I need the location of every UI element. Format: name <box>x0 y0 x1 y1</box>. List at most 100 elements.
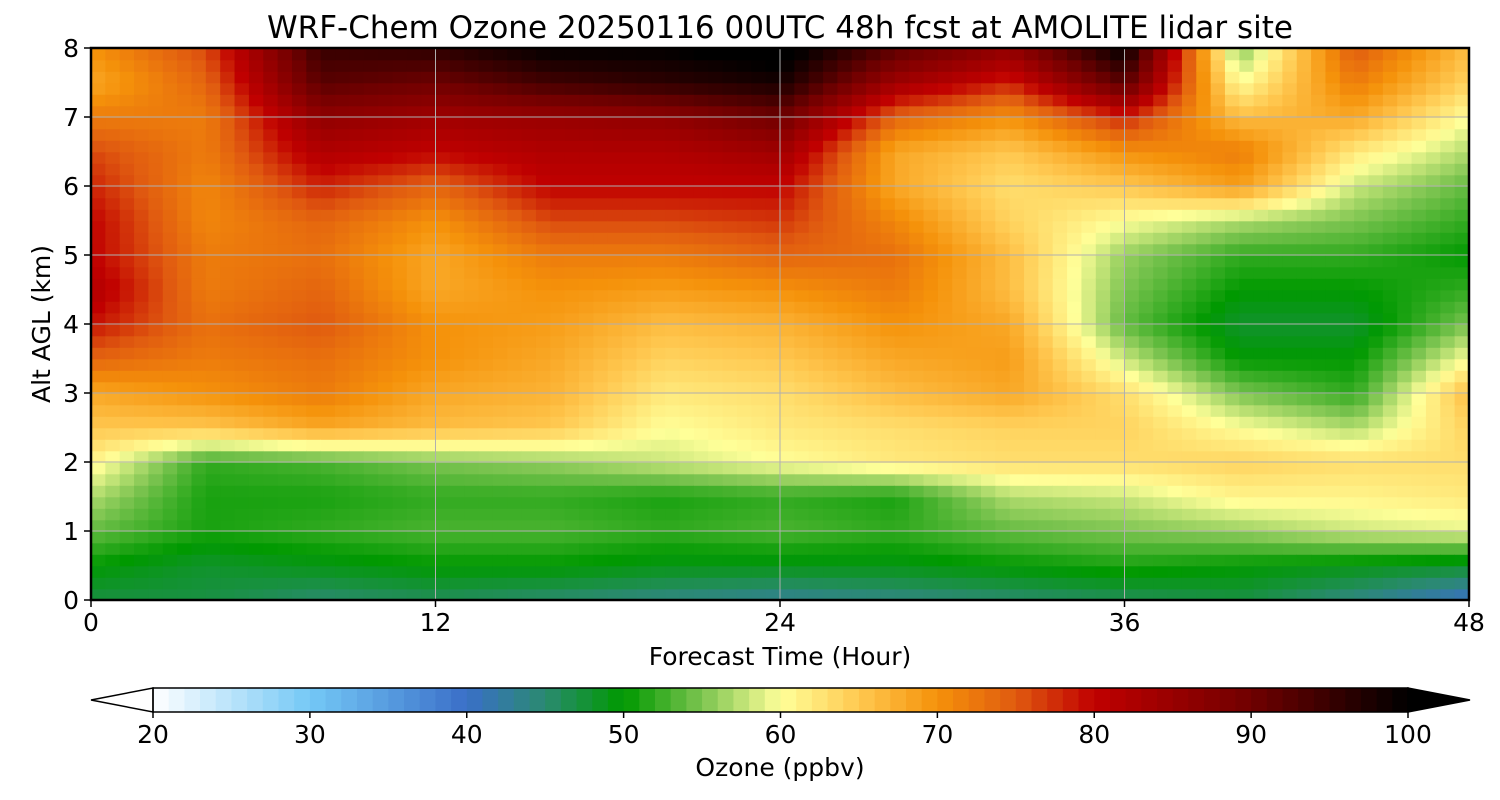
heatmap-cell <box>1124 301 1140 314</box>
heatmap-cell <box>248 370 265 383</box>
heatmap-cell <box>1253 255 1269 268</box>
heatmap-cell <box>464 508 480 521</box>
heatmap-cell <box>1397 416 1413 429</box>
heatmap-cell <box>392 404 408 417</box>
heatmap-cell <box>966 485 982 498</box>
heatmap-cell <box>1325 220 1341 233</box>
heatmap-cell <box>191 140 207 153</box>
heatmap-cell <box>1368 289 1384 302</box>
heatmap-cell <box>952 117 968 130</box>
heatmap-cell <box>1268 266 1284 279</box>
heatmap-cell <box>1052 439 1068 452</box>
heatmap-cell <box>535 324 552 337</box>
heatmap-cell <box>492 312 509 325</box>
heatmap-cell <box>277 289 293 302</box>
heatmap-cell <box>1253 577 1269 590</box>
heatmap-cell <box>1354 117 1370 130</box>
heatmap-cell <box>765 105 781 118</box>
heatmap-cell <box>277 140 293 153</box>
heatmap-cell <box>866 324 882 337</box>
heatmap-cell <box>837 496 853 509</box>
heatmap-cell <box>277 324 293 337</box>
heatmap-cell <box>464 220 480 233</box>
heatmap-cell <box>492 554 509 567</box>
heatmap-cell <box>177 59 193 72</box>
heatmap-cell <box>1411 404 1427 417</box>
heatmap-cell <box>1239 565 1255 578</box>
heatmap-cell <box>1354 151 1370 164</box>
heatmap-cell <box>650 473 666 486</box>
heatmap-cell <box>1210 404 1226 417</box>
heatmap-cell <box>1067 232 1083 245</box>
heatmap-cell <box>378 163 394 176</box>
heatmap-cell <box>923 301 939 314</box>
heatmap-cell <box>1397 358 1413 371</box>
heatmap-cell <box>134 197 150 210</box>
heatmap-cell <box>665 266 681 279</box>
heatmap-cell <box>478 209 494 222</box>
heatmap-cell <box>177 485 193 498</box>
heatmap-cell <box>550 565 566 578</box>
heatmap-cell <box>205 439 221 452</box>
heatmap-cell <box>1397 163 1413 176</box>
heatmap-cell <box>1397 381 1413 394</box>
heatmap-cell <box>780 404 796 417</box>
heatmap-cell <box>794 174 810 187</box>
heatmap-cell <box>909 416 925 429</box>
heatmap-cell <box>808 450 824 463</box>
colorbar-segment <box>1000 688 1017 712</box>
heatmap-cell <box>1454 416 1469 429</box>
heatmap-cell <box>1368 197 1384 210</box>
heatmap-cell <box>234 197 250 210</box>
heatmap-cell <box>1224 565 1241 578</box>
heatmap-cell <box>220 508 236 521</box>
heatmap-cell <box>320 508 336 521</box>
heatmap-cell <box>1196 151 1212 164</box>
heatmap-cell <box>1296 197 1312 210</box>
heatmap-cell <box>1124 220 1140 233</box>
heatmap-cell <box>1239 588 1255 600</box>
heatmap-cell <box>880 324 896 337</box>
heatmap-cell <box>1354 197 1370 210</box>
heatmap-cell <box>952 151 968 164</box>
heatmap-cell <box>1311 496 1327 509</box>
heatmap-cell <box>679 105 695 118</box>
heatmap-cell <box>952 82 968 95</box>
heatmap-cell <box>736 220 753 233</box>
heatmap-cell <box>535 128 552 141</box>
heatmap-cell <box>320 278 336 291</box>
heatmap-cell <box>1339 473 1355 486</box>
heatmap-cell <box>564 358 580 371</box>
heatmap-cell <box>1138 209 1154 222</box>
heatmap-cell <box>693 151 710 164</box>
heatmap-cell <box>248 358 265 371</box>
heatmap-cell <box>1024 243 1040 256</box>
heatmap-cell <box>306 59 322 72</box>
heatmap-cell <box>1282 140 1298 153</box>
heatmap-cell <box>622 496 638 509</box>
heatmap-cell <box>995 358 1011 371</box>
heatmap-cell <box>1368 278 1384 291</box>
heatmap-cell <box>837 577 853 590</box>
heatmap-cell <box>378 128 394 141</box>
heatmap-cell <box>1167 347 1183 360</box>
heatmap-cell <box>148 485 164 498</box>
heatmap-cell <box>1268 404 1284 417</box>
heatmap-cell <box>1167 519 1183 532</box>
heatmap-cell <box>607 128 623 141</box>
heatmap-cell <box>894 347 910 360</box>
heatmap-cell <box>636 531 652 544</box>
heatmap-cell <box>291 450 308 463</box>
heatmap-cell <box>1081 278 1097 291</box>
heatmap-cell <box>492 174 509 187</box>
heatmap-cell <box>751 278 767 291</box>
heatmap-cell <box>1311 531 1327 544</box>
heatmap-cell <box>780 393 796 406</box>
heatmap-cell <box>421 496 437 509</box>
heatmap-cell <box>1138 588 1154 600</box>
heatmap-cell <box>1268 531 1284 544</box>
heatmap-cell <box>1124 289 1140 302</box>
heatmap-cell <box>205 416 221 429</box>
heatmap-cell <box>722 301 738 314</box>
heatmap-cell <box>1382 473 1399 486</box>
